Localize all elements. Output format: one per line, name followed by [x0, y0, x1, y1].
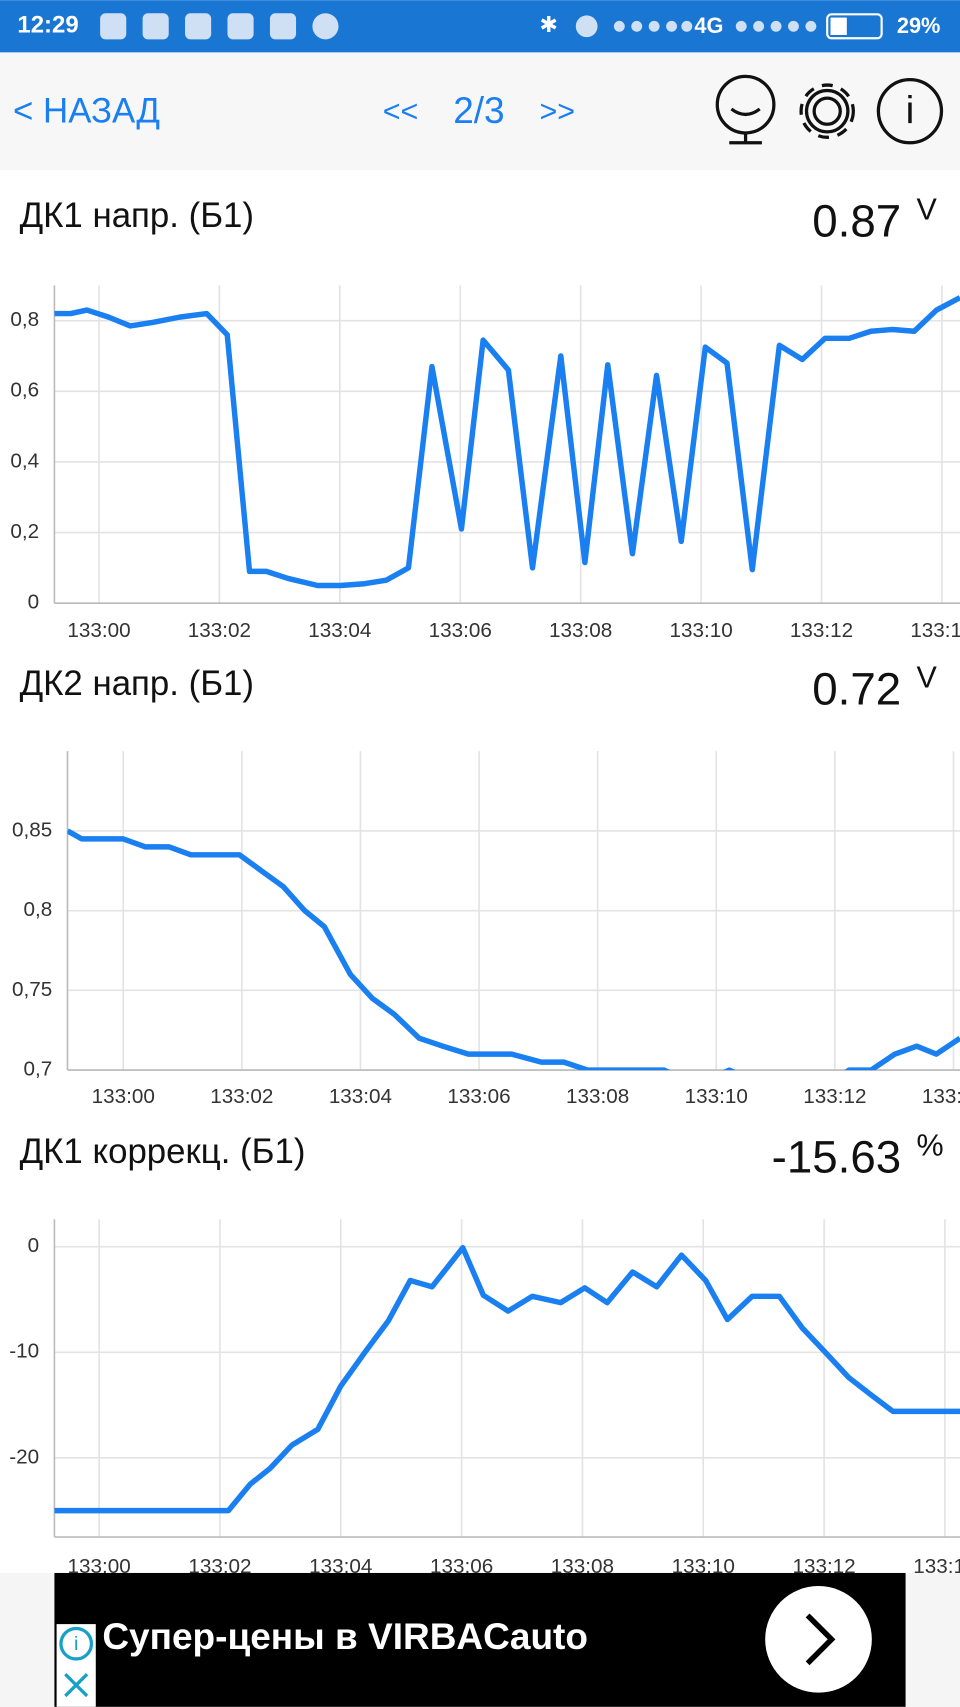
ad-info-glyph: i — [74, 1633, 78, 1655]
y-tick-label: -10 — [9, 1340, 39, 1363]
next-button[interactable]: >> — [539, 94, 575, 128]
status-time: 12:29 — [17, 12, 78, 39]
back-button[interactable]: < НАЗАД — [13, 92, 160, 131]
x-tick-label: 133:06 — [430, 1555, 493, 1578]
x-tick-label: 133:00 — [67, 619, 130, 642]
x-tick-label: 133:02 — [188, 619, 251, 642]
info-button[interactable]: i — [876, 77, 944, 145]
x-tick-label: 133:12 — [790, 619, 853, 642]
x-tick-label: 133:10 — [669, 619, 732, 642]
x-tick-label: 133:06 — [447, 1085, 510, 1108]
prev-button[interactable]: << — [383, 94, 419, 128]
x-tick-label: 133:04 — [329, 1085, 392, 1108]
y-tick-label: 0,7 — [23, 1058, 52, 1081]
x-tick-label: 133:10 — [685, 1085, 748, 1108]
y-tick-label: 0 — [28, 1234, 40, 1257]
x-tick-label: 133:00 — [92, 1085, 155, 1108]
y-tick-label: 0,4 — [10, 449, 39, 472]
status-network: 4G — [694, 13, 723, 38]
page-indicator: 2/3 — [453, 90, 504, 131]
x-tick-label: 133:12 — [803, 1085, 866, 1108]
battery-icon — [826, 13, 883, 40]
current-value: 0.87 — [812, 195, 901, 246]
value-unit: V — [916, 660, 937, 694]
chart-title: ДК2 напр. (Б1) — [20, 664, 254, 703]
chart-panel: ДК1 напр. (Б1) 0.87 V 0 0,2 0,4 0,6 0,8 133:00 13… — [10, 192, 960, 642]
y-tick-label: 0,6 — [10, 379, 39, 402]
chart-panel: ДК2 напр. (Б1) 0.72 V 0,7 0,75 0,8 0,85 133:00 1… — [12, 660, 960, 1108]
battery-level — [830, 17, 847, 35]
chart-title: ДК1 коррекц. (Б1) — [20, 1132, 306, 1171]
x-tick-label: 133:08 — [566, 1085, 629, 1108]
value-unit: V — [916, 192, 937, 226]
ad-close-icon[interactable] — [64, 1673, 89, 1698]
y-tick-label: 0,2 — [10, 520, 39, 543]
x-tick-label: 133:04 — [308, 619, 371, 642]
x-tick-label: 133:04 — [309, 1555, 372, 1578]
data-line — [54, 1244, 960, 1514]
y-tick-label: 0,85 — [12, 818, 52, 841]
chart-panel: ДК1 коррекц. (Б1) -15.63 % -20 -10 0 133:00 133… — [9, 1128, 960, 1578]
ad-info-icon[interactable] — [59, 1626, 94, 1661]
current-value: -15.63 — [772, 1132, 902, 1183]
settings-button[interactable] — [799, 83, 855, 139]
x-tick-label: 133:14 — [922, 1085, 960, 1108]
data-line — [54, 295, 960, 589]
charts: ДК1 напр. (Б1) 0.87 V 0 0,2 0,4 0,6 0,8 133:00 13… — [9, 192, 960, 1578]
x-tick-label: 133:06 — [429, 619, 492, 642]
x-tick-label: 133:08 — [551, 1555, 614, 1578]
y-tick-label: 0,8 — [10, 308, 39, 331]
x-tick-label: 133:14 — [913, 1555, 960, 1578]
y-tick-label: 0,8 — [23, 898, 52, 921]
x-tick-label: 133:10 — [672, 1555, 735, 1578]
ad-banner[interactable] — [54, 1572, 906, 1707]
y-tick-label: -20 — [9, 1445, 39, 1468]
x-tick-label: 133:02 — [188, 1555, 251, 1578]
value-unit: % — [916, 1128, 943, 1162]
status-battery: 29% — [897, 13, 941, 38]
x-tick-label: 133:12 — [792, 1555, 855, 1578]
globe-button[interactable] — [715, 74, 776, 145]
y-tick-label: 0 — [28, 591, 40, 614]
status-icons — [100, 13, 817, 40]
current-value: 0.72 — [812, 663, 901, 714]
bluetooth-icon: ✱ — [539, 12, 557, 37]
ad-text: Супер-цены в VIRBACauto — [102, 1616, 588, 1657]
svg-text:i: i — [906, 90, 915, 133]
x-tick-label: 133:00 — [68, 1555, 131, 1578]
y-tick-label: 0,75 — [12, 978, 52, 1001]
x-tick-label: 133:02 — [210, 1085, 273, 1108]
ad-arrow — [805, 1613, 836, 1666]
x-tick-label: 133:14 — [910, 619, 960, 642]
x-tick-label: 133:08 — [549, 619, 612, 642]
chart-title: ДК1 напр. (Б1) — [20, 196, 254, 235]
data-line — [67, 828, 960, 1071]
ad-arrow-button[interactable] — [765, 1586, 872, 1693]
